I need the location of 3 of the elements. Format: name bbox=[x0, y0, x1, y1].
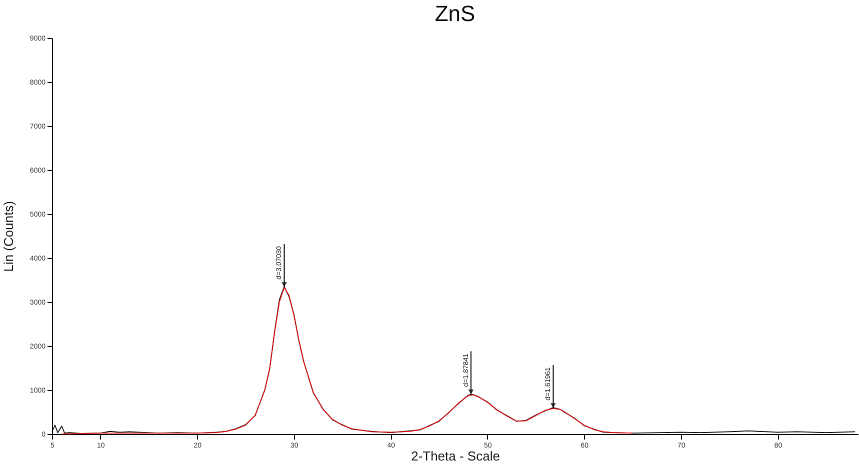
x-axis-title: 2-Theta - Scale bbox=[411, 448, 500, 464]
y-axis-title: Lin (Counts) bbox=[0, 201, 16, 272]
chart-title: ZnS bbox=[434, 1, 476, 26]
